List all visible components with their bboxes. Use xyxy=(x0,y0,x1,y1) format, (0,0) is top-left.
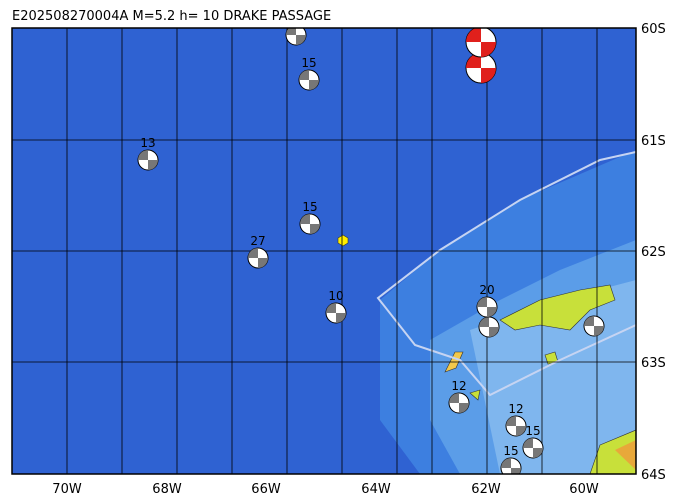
lon-label: 68W xyxy=(152,482,182,497)
beachball-quadrant xyxy=(300,214,320,234)
lat-label: 62S xyxy=(641,245,666,260)
focal-mechanism xyxy=(325,302,347,324)
lon-label: 62W xyxy=(471,482,501,497)
depth-label: 15 xyxy=(525,424,540,438)
beachball-quadrant xyxy=(523,438,543,458)
depth-label: 20 xyxy=(479,283,494,297)
depth-label: 10 xyxy=(328,289,343,303)
beachball-quadrant xyxy=(501,458,521,474)
focal-mechanism xyxy=(465,28,497,58)
focal-mechanism xyxy=(285,28,307,46)
map-frame xyxy=(11,27,637,475)
lat-label: 61S xyxy=(641,134,666,149)
focal-mechanism xyxy=(137,149,159,171)
focal-mechanism xyxy=(522,437,544,459)
map-title: E202508270004A M=5.2 h= 10 DRAKE PASSAGE xyxy=(12,9,331,24)
beachball-quadrant xyxy=(299,70,319,90)
focal-mechanism xyxy=(298,69,320,91)
focal-mechanism xyxy=(500,457,522,474)
focal-mechanism xyxy=(448,392,470,414)
lon-label: 64W xyxy=(361,482,391,497)
lon-label: 60W xyxy=(569,482,599,497)
beachball-quadrant xyxy=(479,317,499,337)
depth-label: 12 xyxy=(451,379,466,393)
focal-mechanism xyxy=(478,316,500,338)
beachball-quadrant xyxy=(466,28,496,57)
focal-mechanism xyxy=(465,52,497,84)
beachball-quadrant xyxy=(506,416,526,436)
beachball-quadrant xyxy=(138,150,158,170)
depth-label: 27 xyxy=(250,234,265,248)
depth-label: 15 xyxy=(503,444,518,458)
depth-label: 15 xyxy=(301,56,316,70)
focal-mechanism xyxy=(247,247,269,269)
beachball-quadrant xyxy=(248,248,268,268)
depth-label: 15 xyxy=(302,200,317,214)
focal-mechanism xyxy=(505,415,527,437)
depth-label: 32 xyxy=(473,12,488,26)
beachball-quadrant xyxy=(449,393,469,413)
lat-label: 63S xyxy=(641,356,666,371)
beachball-quadrant xyxy=(584,316,604,336)
focal-mechanism xyxy=(476,296,498,318)
depth-label: 12 xyxy=(508,402,523,416)
focal-mechanism xyxy=(583,315,605,337)
beachball-quadrant xyxy=(326,303,346,323)
focal-mechanism xyxy=(299,213,321,235)
beachball-quadrant xyxy=(477,297,497,317)
beachball-quadrant xyxy=(286,28,306,45)
lon-label: 66W xyxy=(251,482,281,497)
depth-label: 13 xyxy=(140,136,155,150)
lat-label: 60S xyxy=(641,22,666,37)
lon-label: 70W xyxy=(52,482,82,497)
epicenter xyxy=(337,234,349,247)
lat-label: 64S xyxy=(641,468,666,483)
beachball-quadrant xyxy=(466,53,496,83)
